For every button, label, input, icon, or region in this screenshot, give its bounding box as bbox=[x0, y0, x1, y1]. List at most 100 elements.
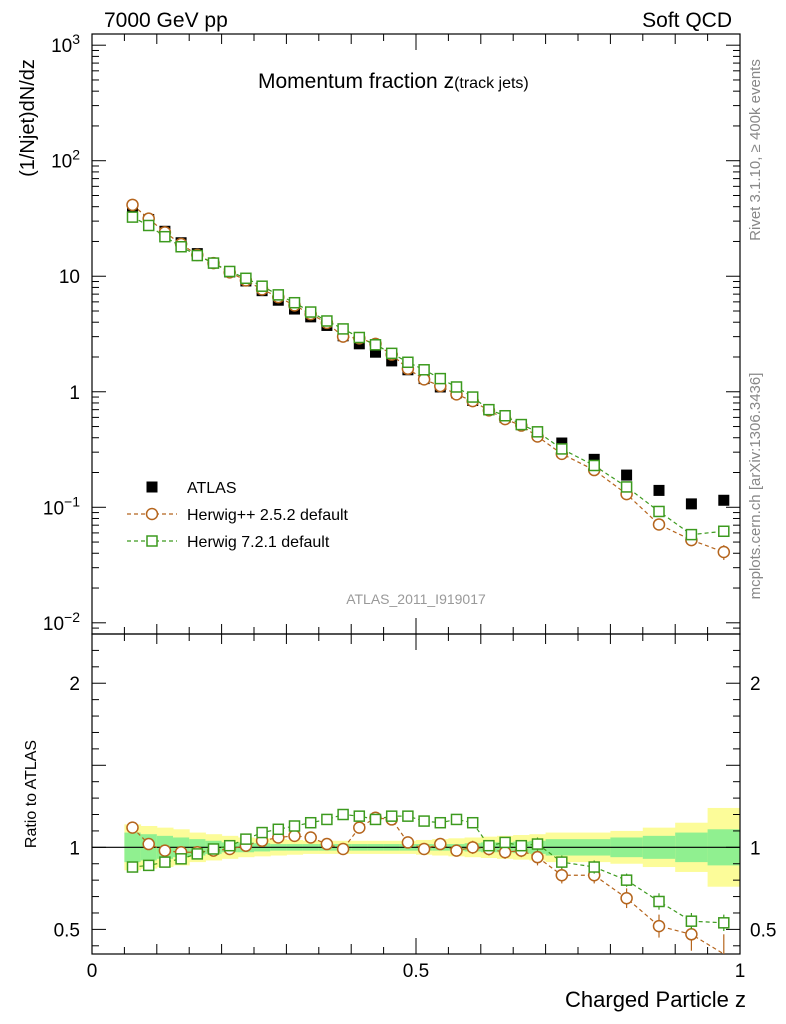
data-point bbox=[466, 841, 479, 854]
data-point bbox=[515, 839, 528, 852]
data-point bbox=[466, 391, 479, 403]
data-point bbox=[336, 842, 350, 856]
analysis-watermark: ATLAS_2011_I919017 bbox=[346, 591, 486, 607]
data-point bbox=[386, 355, 398, 367]
data-point bbox=[240, 272, 252, 285]
y-tick-label: 10−2 bbox=[43, 609, 80, 635]
data-point bbox=[126, 211, 139, 223]
data-point bbox=[450, 844, 463, 857]
data-point bbox=[321, 813, 333, 826]
data-point bbox=[207, 257, 220, 269]
data-point bbox=[126, 198, 139, 212]
data-point bbox=[385, 810, 398, 822]
header-left-label: 7000 GeV pp bbox=[104, 9, 228, 32]
data-point bbox=[369, 813, 382, 826]
y-tick-label: 10−1 bbox=[43, 493, 80, 519]
data-point bbox=[146, 481, 158, 493]
y-tick-label: 10 bbox=[59, 267, 80, 288]
data-point bbox=[555, 868, 569, 882]
main-plot-title: Momentum fraction z(track jets) bbox=[258, 70, 529, 93]
data-point bbox=[588, 459, 600, 472]
data-point bbox=[531, 426, 544, 438]
data-point bbox=[321, 315, 333, 327]
y-tick-label: 102 bbox=[51, 147, 80, 173]
data-point bbox=[385, 347, 398, 360]
data-point bbox=[483, 403, 495, 416]
data-point bbox=[370, 346, 381, 358]
data-point bbox=[620, 481, 633, 493]
data-point bbox=[353, 810, 366, 822]
data-point bbox=[466, 816, 479, 829]
data-point bbox=[402, 356, 414, 369]
data-point bbox=[402, 810, 414, 822]
data-point bbox=[159, 856, 171, 868]
data-point bbox=[588, 861, 600, 873]
data-point bbox=[304, 306, 317, 318]
header-right-label: Soft QCD bbox=[642, 9, 732, 32]
legend-label: Herwig 7.2.1 default bbox=[187, 534, 330, 551]
data-point bbox=[685, 915, 698, 927]
data-point bbox=[685, 928, 698, 941]
data-point bbox=[434, 816, 447, 829]
data-point bbox=[531, 838, 544, 850]
data-point bbox=[353, 331, 366, 344]
data-point bbox=[652, 919, 666, 933]
data-point bbox=[498, 846, 512, 859]
data-point bbox=[621, 469, 633, 481]
y-tick-label: 103 bbox=[51, 31, 80, 57]
main-y-axis-label: (1/Njet)dN/dz bbox=[17, 59, 39, 177]
data-point bbox=[288, 296, 301, 309]
data-point bbox=[718, 525, 730, 538]
data-point bbox=[223, 265, 236, 278]
data-point bbox=[223, 839, 236, 852]
data-point bbox=[718, 917, 730, 929]
data-point bbox=[142, 859, 155, 872]
data-point bbox=[417, 842, 431, 856]
data-point bbox=[126, 861, 139, 873]
data-point bbox=[515, 418, 528, 431]
data-point bbox=[588, 453, 600, 465]
data-series bbox=[126, 198, 731, 955]
data-point bbox=[175, 240, 187, 253]
data-point bbox=[401, 836, 415, 849]
data-point bbox=[653, 505, 665, 518]
data-point bbox=[175, 853, 187, 865]
data-point bbox=[717, 545, 731, 559]
data-point bbox=[320, 837, 334, 851]
data-point bbox=[146, 535, 158, 547]
data-point bbox=[483, 839, 495, 852]
data-point bbox=[304, 831, 317, 844]
data-point bbox=[304, 816, 317, 829]
data-point bbox=[450, 813, 463, 826]
data-point bbox=[653, 895, 665, 908]
data-point bbox=[417, 373, 431, 386]
data-point bbox=[191, 848, 204, 860]
data-point bbox=[337, 808, 349, 821]
axis-ticks bbox=[91, 34, 741, 954]
data-point bbox=[450, 381, 463, 393]
data-point bbox=[556, 437, 568, 449]
data-point bbox=[620, 874, 633, 886]
data-point bbox=[256, 826, 268, 839]
data-point bbox=[369, 339, 382, 351]
data-point bbox=[620, 891, 633, 905]
ratio-y-tick-label-right: 0.5 bbox=[750, 920, 776, 941]
legend-label: Herwig++ 2.5.2 default bbox=[187, 507, 349, 524]
data-point bbox=[653, 484, 665, 496]
data-point bbox=[434, 837, 447, 851]
data-point bbox=[531, 850, 544, 864]
data-point bbox=[272, 289, 285, 301]
data-point bbox=[240, 833, 252, 845]
ratio-plot-frame bbox=[91, 633, 741, 955]
x-tick-label: 1 bbox=[735, 961, 746, 982]
data-point bbox=[499, 409, 511, 422]
data-point bbox=[288, 820, 301, 832]
data-point bbox=[288, 829, 301, 843]
data-point bbox=[499, 836, 511, 849]
ratio-y-tick-label: 2 bbox=[69, 674, 80, 695]
data-point bbox=[207, 843, 220, 855]
data-point bbox=[145, 507, 159, 521]
y-tick-label: 1 bbox=[69, 383, 80, 404]
